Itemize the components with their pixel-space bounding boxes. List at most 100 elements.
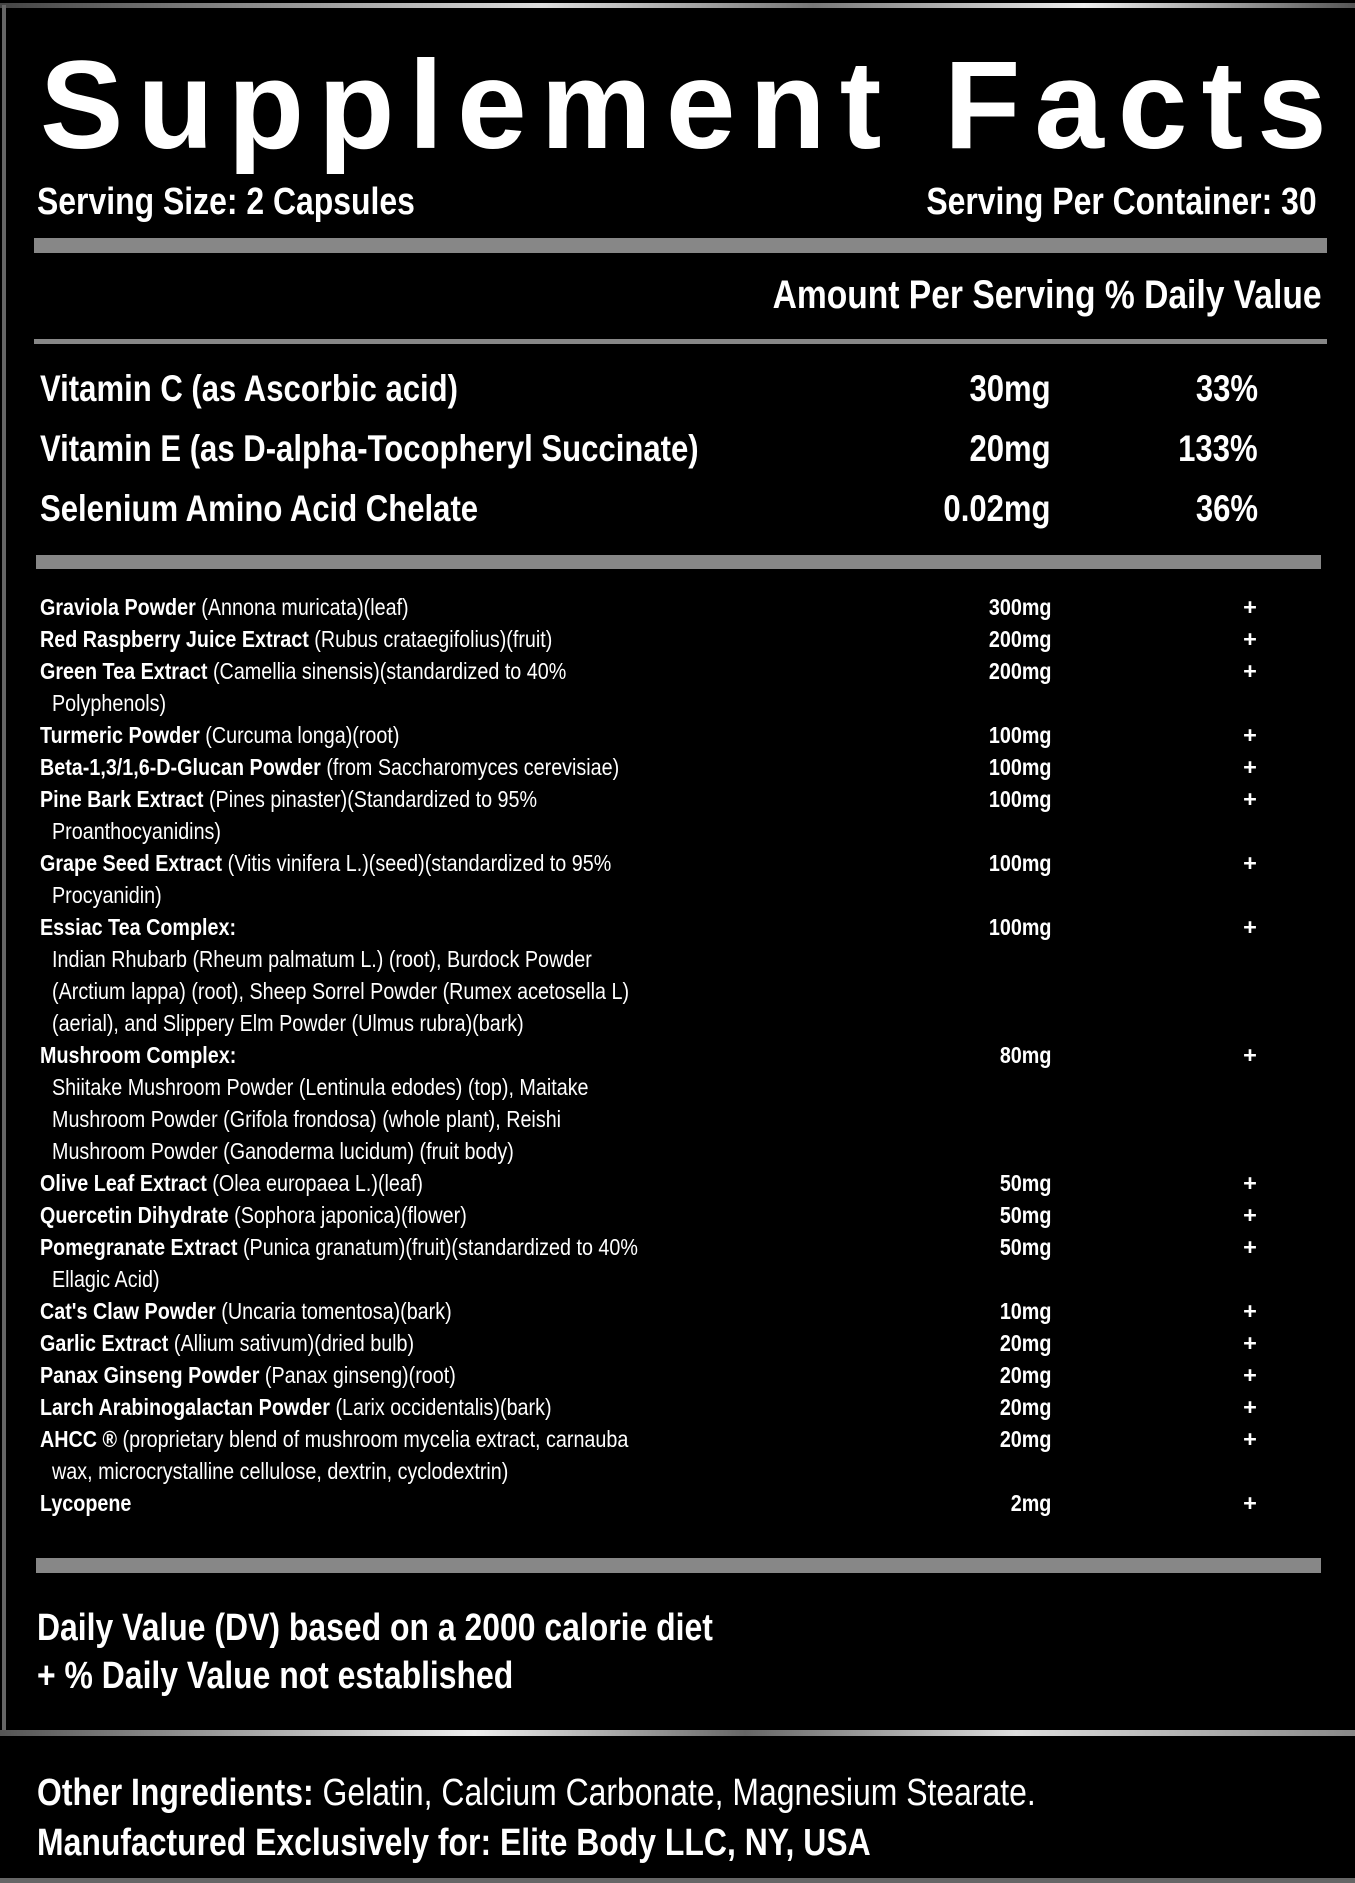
ingredient-daily-value: + xyxy=(1243,914,1257,940)
ingredient-amount: 2mg xyxy=(1010,1490,1051,1516)
ingredient-name: Essiac Tea Complex: xyxy=(40,914,237,940)
ingredient-daily-value: + xyxy=(1243,850,1257,876)
ingredient-row: Olive Leaf Extract (Olea europaea L.)(le… xyxy=(0,1167,1355,1199)
ingredient-name: Pomegranate Extract xyxy=(40,1234,238,1260)
ingredient-row: Panax Ginseng Powder (Panax ginseng)(roo… xyxy=(0,1359,1355,1391)
ingredient-description: (Pines pinaster)(Standardized to 95% xyxy=(203,786,538,812)
ingredient-amount: 100mg xyxy=(988,754,1051,780)
vitamin-row: Vitamin C (as Ascorbic acid) 30mg 33% xyxy=(0,368,1355,418)
ingredient-row: Pine Bark Extract (Pines pinaster)(Stand… xyxy=(0,783,1355,815)
ingredient-name: Pine Bark Extract xyxy=(40,786,204,812)
ingredient-daily-value: + xyxy=(1243,754,1257,780)
ingredient-amount: 80mg xyxy=(999,1042,1051,1068)
ingredient-continuation-text: Ellagic Acid) xyxy=(52,1266,160,1292)
divider-thick-1 xyxy=(34,238,1327,253)
ingredient-amount: 100mg xyxy=(988,722,1051,748)
ingredient-row: Mushroom Complex: 80mg + xyxy=(0,1039,1355,1071)
ingredient-row: Grape Seed Extract (Vitis vinifera L.)(s… xyxy=(0,847,1355,879)
other-ingredients-value: Gelatin, Calcium Carbonate, Magnesium St… xyxy=(313,1772,1036,1814)
ingredient-name: Larch Arabinogalactan Powder xyxy=(40,1394,330,1420)
ingredient-daily-value: + xyxy=(1243,1426,1257,1452)
ingredient-amount: 100mg xyxy=(988,850,1051,876)
vitamin-amount: 0.02mg xyxy=(943,488,1051,529)
ingredient-description: (from Saccharomyces cerevisiae) xyxy=(320,754,620,780)
ingredient-amount: 10mg xyxy=(999,1298,1051,1324)
dv-basis-text: Daily Value (DV) based on a 2000 calorie… xyxy=(37,1607,713,1649)
divider-thick-2 xyxy=(36,555,1321,569)
not-established-text: + % Daily Value not established xyxy=(37,1655,514,1697)
ingredient-name: Grape Seed Extract xyxy=(40,850,223,876)
ingredient-amount: 200mg xyxy=(988,626,1051,652)
ingredient-description: (Annona muricata)(leaf) xyxy=(195,594,409,620)
ingredient-name: Cat's Claw Powder xyxy=(40,1298,216,1324)
vitamin-row: Vitamin E (as D-alpha-Tocopheryl Succina… xyxy=(0,428,1355,478)
ingredient-description: (Larix occidentalis)(bark) xyxy=(329,1394,552,1420)
left-border xyxy=(2,5,6,1735)
ingredient-continuation: Proanthocyanidins) xyxy=(0,815,1355,847)
bottom-border xyxy=(0,1878,1355,1883)
ingredient-row: Red Raspberry Juice Extract (Rubus crata… xyxy=(0,623,1355,655)
vitamin-name: Vitamin C (as Ascorbic acid) xyxy=(40,368,458,409)
ingredient-amount: 20mg xyxy=(999,1362,1051,1388)
manufacturer: Manufactured Exclusively for: Elite Body… xyxy=(37,1820,1029,1866)
ingredient-daily-value: + xyxy=(1243,594,1257,620)
ingredient-row: Beta-1,3/1,6-D-Glucan Powder (from Sacch… xyxy=(0,751,1355,783)
ingredient-row: Quercetin Dihydrate (Sophora japonica)(f… xyxy=(0,1199,1355,1231)
ingredient-continuation: Procyanidin) xyxy=(0,879,1355,911)
ingredient-name: Panax Ginseng Powder xyxy=(40,1362,260,1388)
not-established-note: + % Daily Value not established xyxy=(37,1653,604,1699)
ingredient-description: (Panax ginseng)(root) xyxy=(259,1362,456,1388)
divider-thick-3 xyxy=(36,1558,1321,1573)
ingredient-amount: 20mg xyxy=(999,1394,1051,1420)
ingredient-description: (Allium sativum)(dried bulb) xyxy=(168,1330,415,1356)
ingredient-continuation: wax, microcrystalline cellulose, dextrin… xyxy=(0,1455,1355,1487)
ingredient-daily-value: + xyxy=(1243,1234,1257,1260)
ingredient-name: Olive Leaf Extract xyxy=(40,1170,207,1196)
ingredient-amount: 100mg xyxy=(988,786,1051,812)
ingredient-daily-value: + xyxy=(1243,658,1257,684)
ingredient-continuation: (Arctium lappa) (root), Sheep Sorrel Pow… xyxy=(0,975,1355,1007)
ingredient-amount: 300mg xyxy=(988,594,1051,620)
ingredient-amount: 50mg xyxy=(999,1234,1051,1260)
ingredient-amount: 100mg xyxy=(988,914,1051,940)
amount-header-text: Amount Per Serving % Daily Value xyxy=(773,273,1322,317)
ingredient-continuation-text: Indian Rhubarb (Rheum palmatum L.) (root… xyxy=(52,946,592,972)
ingredient-continuation: (aerial), and Slippery Elm Powder (Ulmus… xyxy=(0,1007,1355,1039)
serving-size: Serving Size: 2 Capsules xyxy=(37,180,487,224)
ingredient-continuation: Ellagic Acid) xyxy=(0,1263,1355,1295)
ingredient-continuation: Shiitake Mushroom Powder (Lentinula edod… xyxy=(0,1071,1355,1103)
vitamin-daily-value: 33% xyxy=(1195,368,1258,409)
ingredient-continuation-text: (aerial), and Slippery Elm Powder (Ulmus… xyxy=(52,1010,524,1036)
servings-per-container: Serving Per Container: 30 xyxy=(852,180,1317,224)
ingredient-name: Beta-1,3/1,6-D-Glucan Powder xyxy=(40,754,321,780)
ingredient-continuation: Indian Rhubarb (Rheum palmatum L.) (root… xyxy=(0,943,1355,975)
ingredient-row: AHCC ® (proprietary blend of mushroom my… xyxy=(0,1423,1355,1455)
other-ingredients-label: Other Ingredients: xyxy=(37,1772,314,1814)
ingredient-name: Mushroom Complex: xyxy=(40,1042,237,1068)
top-border xyxy=(0,3,1355,8)
ingredient-continuation-text: Polyphenols) xyxy=(52,690,167,716)
ingredient-name: Graviola Powder xyxy=(40,594,196,620)
ingredient-description: (Rubus crataegifolius)(fruit) xyxy=(308,626,553,652)
ingredient-name: Garlic Extract xyxy=(40,1330,169,1356)
manufacturer-text: Manufactured Exclusively for: Elite Body… xyxy=(37,1822,871,1864)
panel-title: Supplement Facts xyxy=(40,36,1341,175)
ingredient-description: (Uncaria tomentosa)(bark) xyxy=(215,1298,452,1324)
ingredient-continuation-text: Proanthocyanidins) xyxy=(52,818,221,844)
ingredient-description: (Vitis vinifera L.)(seed)(standardized t… xyxy=(222,850,612,876)
ingredient-row: Green Tea Extract (Camellia sinensis)(st… xyxy=(0,655,1355,687)
ingredient-name: Lycopene xyxy=(40,1490,132,1516)
ingredient-name: Turmeric Powder xyxy=(40,722,200,748)
vitamin-daily-value: 133% xyxy=(1178,428,1258,469)
ingredient-description: (proprietary blend of mushroom mycelia e… xyxy=(117,1426,629,1452)
ingredient-amount: 20mg xyxy=(999,1330,1051,1356)
ingredient-amount: 200mg xyxy=(988,658,1051,684)
ingredient-name: AHCC ® xyxy=(40,1426,118,1452)
ingredient-row: Garlic Extract (Allium sativum)(dried bu… xyxy=(0,1327,1355,1359)
ingredient-row: Larch Arabinogalactan Powder (Larix occi… xyxy=(0,1391,1355,1423)
ingredient-daily-value: + xyxy=(1243,722,1257,748)
serving-size-text: Serving Size: 2 Capsules xyxy=(37,181,415,223)
ingredient-name: Green Tea Extract xyxy=(40,658,208,684)
ingredient-amount: 50mg xyxy=(999,1202,1051,1228)
ingredient-daily-value: + xyxy=(1243,1490,1257,1516)
